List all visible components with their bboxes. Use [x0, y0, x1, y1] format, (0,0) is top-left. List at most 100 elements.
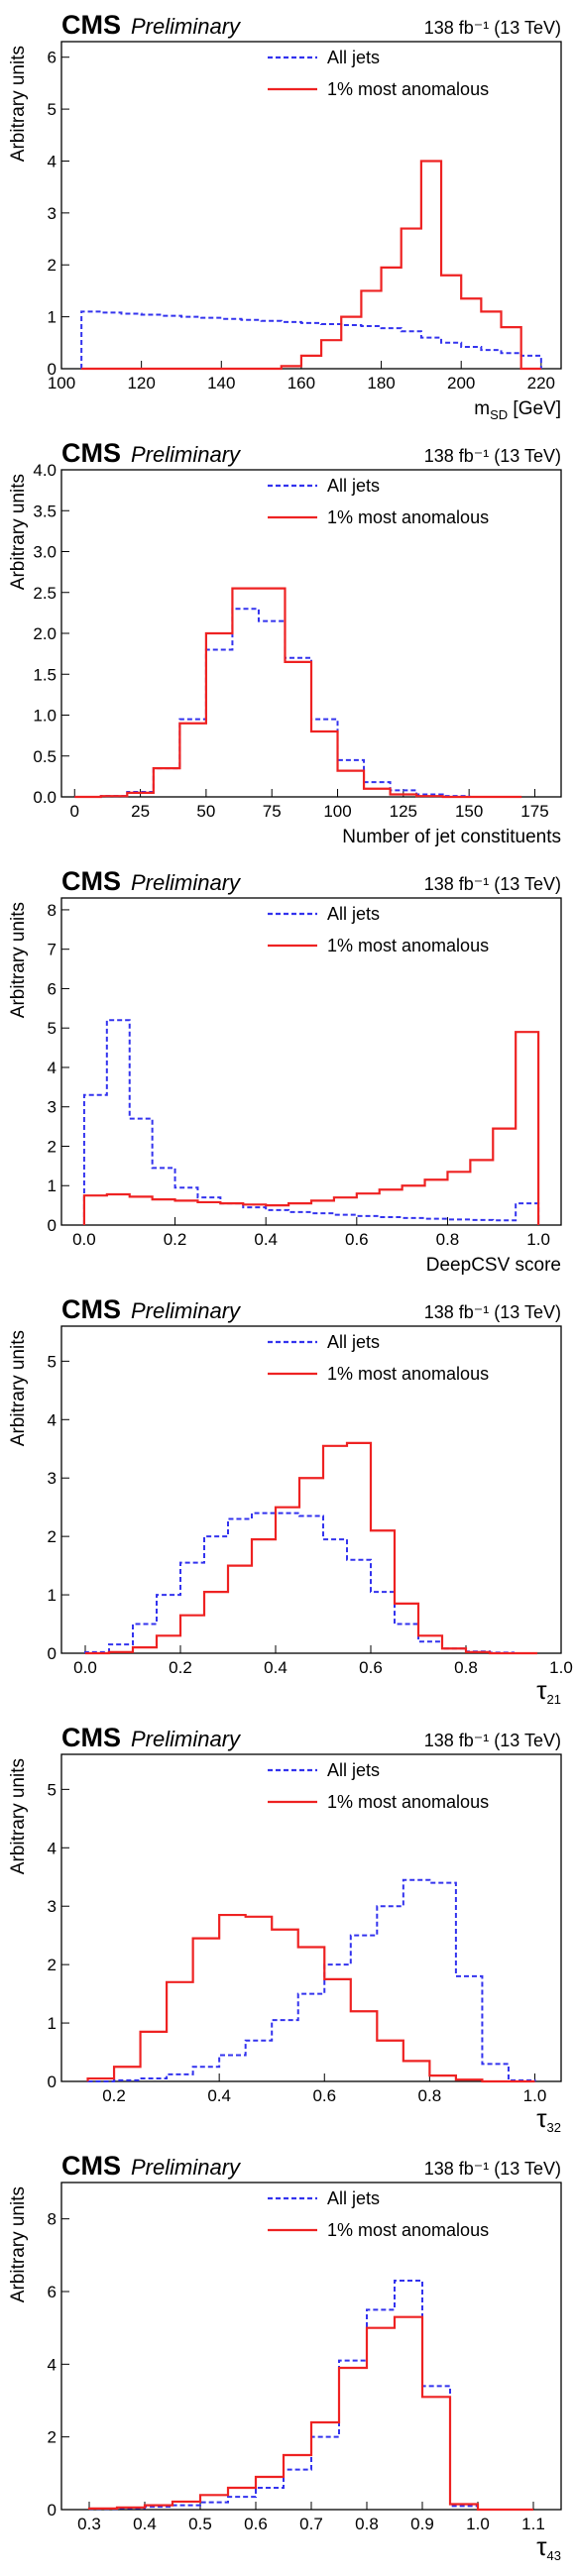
y-tick-label: 3: [48, 1469, 57, 1488]
x-tick-label: 1.1: [521, 2515, 545, 2533]
y-tick-label: 0: [48, 2501, 57, 2520]
y-tick-label: 4: [48, 1410, 57, 1429]
x-axis-label: mSD [GeV]: [474, 398, 561, 422]
legend-label: 1% most anomalous: [327, 936, 489, 955]
y-tick-label: 8: [48, 901, 57, 920]
y-tick-label: 1: [48, 2014, 57, 2033]
lumi-label: 138 fb⁻¹ (13 TeV): [424, 446, 561, 466]
y-tick-label: 0: [48, 2072, 57, 2091]
x-tick-label: 0.2: [164, 1230, 187, 1249]
chart-panel-4: CMS Preliminary 138 fb⁻¹ (13 TeV) Arbitrary…: [0, 1287, 575, 1715]
status-label: Preliminary: [131, 870, 242, 895]
experiment-label: CMS: [61, 1294, 121, 1324]
x-tick-label: 0: [70, 802, 79, 821]
y-tick-label: 2: [48, 2428, 57, 2447]
experiment-label: CMS: [61, 1723, 121, 1752]
y-axis-label: Arbitrary units: [8, 1330, 29, 1446]
y-tick-label: 3.5: [33, 502, 57, 520]
lumi-label: 138 fb⁻¹ (13 TeV): [424, 2159, 561, 2179]
x-tick-label: 0.6: [244, 2515, 268, 2533]
chart-svg: CMS Preliminary 138 fb⁻¹ (13 TeV) Arbitrary…: [8, 2151, 562, 2563]
y-tick-label: 1: [48, 308, 57, 327]
experiment-label: CMS: [61, 10, 121, 40]
plot-frame: [60, 1325, 562, 1654]
x-tick-label: 160: [288, 374, 315, 392]
x-tick-label: 0.8: [436, 1230, 460, 1249]
x-axis-label: DeepCSV score: [426, 1255, 561, 1276]
y-tick-label: 4: [48, 1839, 57, 1857]
x-tick-label: 0.0: [72, 1230, 96, 1249]
x-tick-label: 0.4: [133, 2515, 157, 2533]
plot-frame: [60, 1753, 562, 2082]
anomalous-histogram: [85, 1441, 537, 1655]
x-tick-label: 1.0: [466, 2515, 490, 2533]
y-tick-label: 4.0: [33, 461, 57, 480]
y-tick-label: 3.0: [33, 543, 57, 562]
x-tick-label: 1.0: [523, 2086, 547, 2105]
anomalous-histogram: [82, 1031, 540, 1225]
x-tick-label: 220: [527, 374, 555, 392]
y-tick-label: 4: [48, 1059, 57, 1077]
y-tick-label: 5: [48, 1019, 57, 1038]
chart-panel-1: CMS Preliminary 138 fb⁻¹ (13 TeV) Arbitrary…: [0, 2, 575, 430]
y-tick-label: 2: [48, 1956, 57, 1974]
x-tick-label: 75: [263, 802, 282, 821]
chart-panel-3: CMS Preliminary 138 fb⁻¹ (13 TeV) Arbitrary…: [0, 858, 575, 1287]
x-axis-label: τ43: [536, 2531, 561, 2563]
x-tick-label: 0.9: [410, 2515, 434, 2533]
anomalous-histogram: [86, 1913, 535, 2083]
all-jets-histogram: [84, 1512, 537, 1654]
y-tick-label: 5: [48, 1352, 57, 1371]
y-tick-label: 1.0: [33, 707, 57, 726]
y-tick-label: 2: [48, 1527, 57, 1546]
chart-svg: CMS Preliminary 138 fb⁻¹ (13 TeV) Arbitrary…: [8, 1294, 573, 1707]
status-label: Preliminary: [131, 1298, 242, 1323]
x-tick-label: 0.4: [207, 2086, 231, 2105]
lumi-label: 138 fb⁻¹ (13 TeV): [424, 1731, 561, 1750]
y-tick-label: 0: [48, 360, 57, 379]
y-tick-label: 1: [48, 1586, 57, 1605]
legend-label: 1% most anomalous: [327, 1792, 489, 1812]
legend-label: All jets: [327, 1760, 380, 1780]
y-tick-label: 1: [48, 1176, 57, 1195]
y-tick-label: 5: [48, 100, 57, 119]
x-axis-label: τ21: [536, 1675, 561, 1707]
y-tick-label: 2.5: [33, 584, 57, 603]
legend-label: All jets: [327, 1332, 380, 1352]
anomalous-histogram: [74, 587, 522, 799]
anomalous-histogram: [81, 160, 541, 371]
x-tick-label: 175: [520, 802, 548, 821]
chart-svg: CMS Preliminary 138 fb⁻¹ (13 TeV) Arbitrary…: [8, 1723, 562, 2135]
experiment-label: CMS: [61, 866, 121, 896]
legend-label: 1% most anomalous: [327, 79, 489, 99]
x-tick-label: 200: [447, 374, 475, 392]
chart-svg: CMS Preliminary 138 fb⁻¹ (13 TeV) Arbitrary…: [8, 438, 562, 847]
y-tick-label: 3: [48, 1098, 57, 1117]
x-tick-label: 0.8: [454, 1658, 478, 1677]
plot-frame: [60, 897, 562, 1226]
x-tick-label: 1.0: [526, 1230, 550, 1249]
y-tick-label: 4: [48, 2355, 57, 2374]
y-tick-label: 0: [48, 1216, 57, 1235]
y-tick-label: 5: [48, 1780, 57, 1799]
y-tick-label: 4: [48, 152, 57, 170]
x-tick-label: 180: [367, 374, 395, 392]
y-tick-label: 2: [48, 256, 57, 275]
x-tick-label: 1.0: [549, 1658, 573, 1677]
x-tick-label: 0.4: [264, 1658, 288, 1677]
y-tick-label: 3: [48, 1897, 57, 1916]
y-tick-label: 6: [48, 979, 57, 998]
y-axis-label: Arbitrary units: [8, 1758, 29, 1874]
x-axis-label: τ32: [536, 2103, 561, 2135]
y-tick-label: 0: [48, 1644, 57, 1663]
y-axis-label: Arbitrary units: [8, 46, 29, 162]
status-label: Preliminary: [131, 442, 242, 467]
all-jets-histogram: [87, 1878, 536, 2082]
chart-svg: CMS Preliminary 138 fb⁻¹ (13 TeV) Arbitrary…: [8, 866, 562, 1276]
y-tick-label: 2.0: [33, 624, 57, 643]
all-jets-histogram: [80, 310, 542, 369]
all-jets-histogram: [74, 608, 522, 798]
legend-label: All jets: [327, 48, 380, 67]
x-tick-label: 0.6: [312, 2086, 336, 2105]
